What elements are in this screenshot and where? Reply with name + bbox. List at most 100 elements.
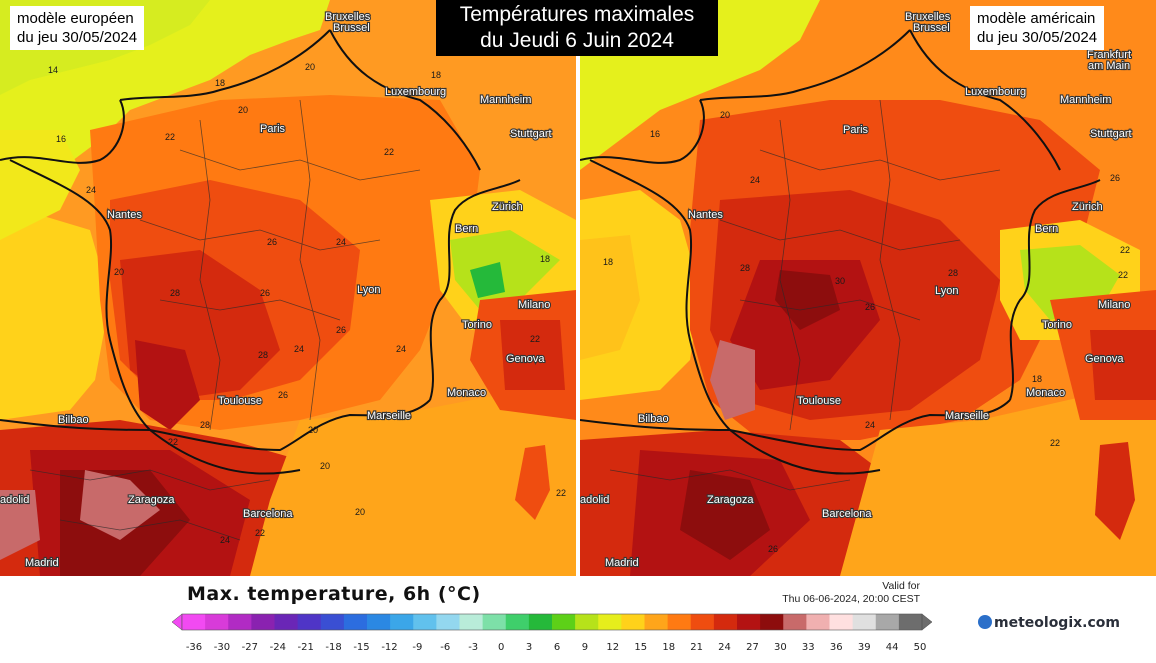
isoline-label: 22 [168, 437, 178, 447]
scale-tick-label: -15 [353, 642, 369, 652]
city-label-brussel: Brussel [333, 22, 370, 34]
isoline-label: 26 [865, 302, 875, 312]
isoline-label: 26 [267, 237, 277, 247]
isoline-label: 30 [835, 276, 845, 286]
city-label-toulouse: Toulouse [218, 395, 262, 407]
city-label-madrid: Madrid [25, 557, 59, 569]
isoline-label: 26 [260, 288, 270, 298]
scale-tick-label: 15 [634, 642, 647, 652]
scale-tick-label: 33 [802, 642, 815, 652]
color-swatch [228, 614, 252, 630]
isoline-label: 18 [431, 70, 441, 80]
isoline-label: 28 [170, 288, 180, 298]
color-swatch [829, 614, 854, 630]
meteologix-logo-icon [978, 615, 992, 629]
brand-name: meteologix.com [994, 615, 1120, 631]
isoline-label: 22 [165, 132, 175, 142]
city-label-bilbao: Bilbao [638, 413, 669, 425]
color-swatch [482, 614, 507, 630]
city-label-stuttgart: Stuttgart [510, 128, 552, 140]
city-label-milano: Milano [1098, 299, 1130, 311]
isoline-label: 24 [750, 175, 760, 185]
isoline-label: 20 [238, 105, 248, 115]
isoline-label: 18 [215, 78, 225, 88]
brand-logo: meteologix.com [978, 615, 1120, 631]
scale-tick-label: -6 [440, 642, 450, 652]
city-label-toulouse: Toulouse [797, 395, 841, 407]
city-label-luxembourg: Luxembourg [965, 86, 1026, 98]
title-line-2: du Jeudi 6 Juin 2024 [480, 29, 674, 52]
isoline-label: 20 [320, 461, 330, 471]
city-label-valladolid-partial: adolid [580, 494, 609, 506]
color-swatch [367, 614, 391, 630]
scale-tick-label: 9 [582, 642, 588, 652]
map-panel-american: Bruxelles Brussel Frankfurt am Main Luxe… [580, 0, 1156, 576]
scale-tick-label: -3 [468, 642, 478, 652]
scale-tick-label: -24 [270, 642, 286, 652]
color-swatch [528, 614, 553, 630]
title-line-1: Températures maximales [459, 3, 695, 26]
model-label-american: modèle américain du jeu 30/05/2024 [970, 6, 1105, 50]
isoline-label: 20 [355, 507, 365, 517]
city-label-milano: Milano [518, 299, 550, 311]
model-name: modèle américain [977, 10, 1096, 27]
city-label-bilbao: Bilbao [58, 414, 89, 426]
scale-tick-label: 3 [526, 642, 532, 652]
city-label-marseille: Marseille [367, 410, 411, 422]
city-label-frankfurt: Frankfurt [1087, 49, 1131, 61]
city-label-torino: Torino [462, 319, 492, 331]
city-label-bruxelles: Bruxelles [325, 11, 371, 23]
valid-datetime: Thu 06-06-2024, 20:00 CEST [782, 593, 920, 605]
scale-tick-label: -21 [298, 642, 314, 652]
city-label-paris: Paris [843, 124, 869, 136]
city-label-bruxelles: Bruxelles [905, 11, 951, 23]
isoline-label: 18 [1032, 374, 1042, 384]
model-name: modèle européen [17, 10, 134, 27]
model-run-date: du jeu 30/05/2024 [977, 29, 1098, 46]
color-swatch [598, 614, 622, 630]
color-swatch [783, 614, 807, 630]
scale-tick-label: 44 [886, 642, 899, 652]
city-label-zaragoza: Zaragoza [128, 494, 175, 506]
city-label-brussel: Brussel [913, 22, 950, 34]
city-label-zurich: Zürich [492, 201, 523, 213]
city-label-am-main: am Main [1088, 60, 1130, 72]
map-title: Températures maximales du Jeudi 6 Juin 2… [436, 0, 718, 56]
scale-arrow-right [921, 613, 933, 631]
color-swatch [182, 614, 206, 630]
isoline-label: 22 [556, 488, 566, 498]
scale-tick-label: 27 [746, 642, 759, 652]
scale-tick-label: 6 [554, 642, 560, 652]
color-swatch [413, 614, 437, 630]
color-swatch [251, 614, 276, 630]
color-swatch [205, 614, 229, 630]
model-label-european: modèle européen du jeu 30/05/2024 [10, 6, 145, 50]
temperature-map-american: Bruxelles Brussel Frankfurt am Main Luxe… [580, 0, 1156, 576]
isoline-label: 26 [768, 544, 778, 554]
isoline-label: 22 [384, 147, 394, 157]
color-swatch [505, 614, 530, 630]
isoline-label: 18 [603, 257, 613, 267]
city-label-valladolid-partial: adolid [0, 494, 29, 506]
color-swatch [852, 614, 877, 630]
city-label-mannheim: Mannheim [1060, 94, 1111, 106]
color-scale-swatches [171, 613, 933, 631]
city-label-marseille: Marseille [945, 410, 989, 422]
scale-tick-label: 30 [774, 642, 787, 652]
city-label-barcelona: Barcelona [822, 508, 872, 520]
scale-tick-label: 39 [858, 642, 871, 652]
valid-label: Valid for [882, 580, 920, 592]
isoline-label: 22 [255, 528, 265, 538]
isoline-label: 18 [540, 254, 550, 264]
city-label-bern: Bern [455, 223, 478, 235]
color-swatch [320, 614, 345, 630]
scale-tick-label: 21 [690, 642, 703, 652]
scale-tick-label: -12 [381, 642, 397, 652]
city-label-luxembourg: Luxembourg [385, 86, 446, 98]
isoline-label: 24 [86, 185, 96, 195]
city-label-genova: Genova [1085, 353, 1124, 365]
isoline-label: 28 [740, 263, 750, 273]
isoline-label: 20 [114, 267, 124, 277]
color-swatch [760, 614, 784, 630]
isoline-label: 24 [294, 344, 304, 354]
